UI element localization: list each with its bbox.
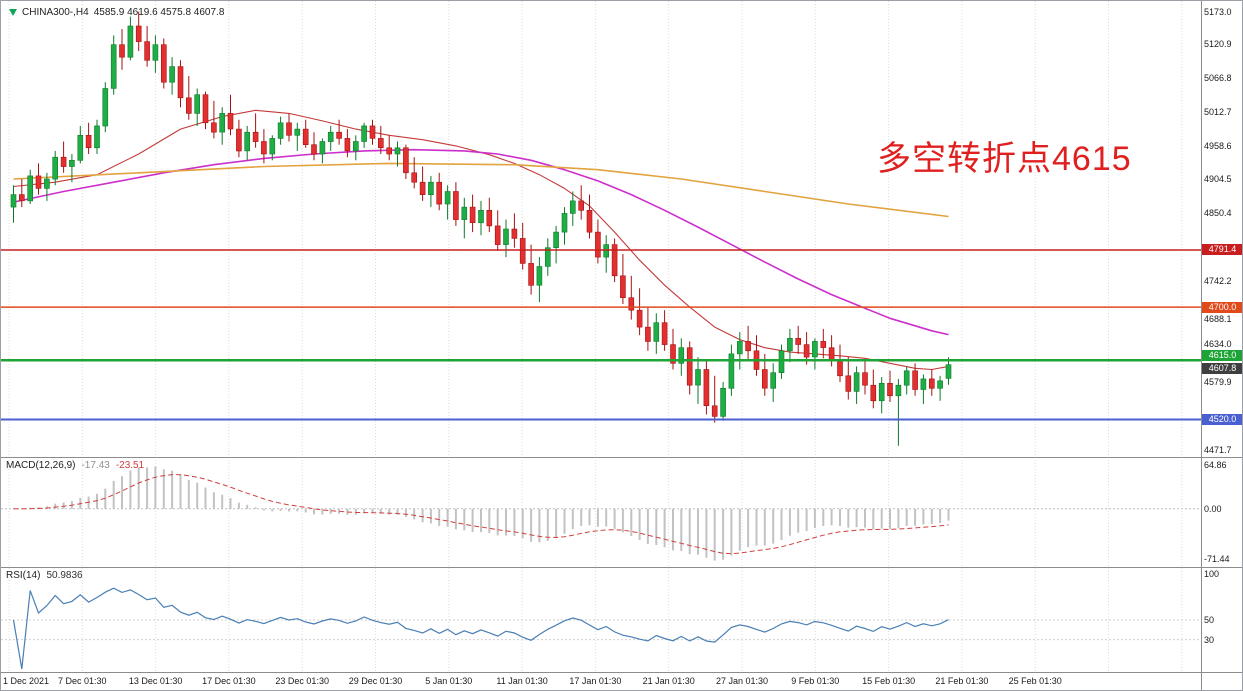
symbol-title: CHINA300-,H4 4585.9 4619.6 4575.8 4607.8 (9, 7, 224, 18)
ohlc-values: 4585.9 4619.6 4575.8 4607.8 (93, 7, 225, 18)
price-scale-label: 4471.7 (1204, 444, 1232, 455)
date-label: 29 Dec 01:30 (348, 676, 403, 686)
macd-value-signal: -23.51 (115, 460, 145, 471)
main-chart-panel[interactable] (1, 1, 1201, 457)
macd-scale-label: 64.86 (1204, 460, 1227, 470)
macd-scale-label: 0.00 (1204, 503, 1222, 514)
ma-line-slow-orange (13, 162, 949, 218)
date-label: 1 Dec 2021 (3, 676, 50, 686)
price-scale-label: 4958.6 (1204, 140, 1232, 151)
price-scale-label: 4850.4 (1204, 208, 1232, 219)
price-scale-label: 5012.7 (1204, 106, 1232, 117)
price-scale-label: 5066.8 (1204, 72, 1232, 83)
macd-panel[interactable] (1, 457, 1201, 567)
macd-scale-label: -71.44 (1204, 554, 1230, 565)
rsi-line (12, 587, 949, 670)
current-price-badge: 4607.8 (1202, 363, 1242, 375)
date-label: 17 Jan 01:30 (569, 676, 622, 686)
hline-badge-4791.4[interactable]: 4791.4 (1202, 244, 1242, 256)
rsi-scale-label: 100 (1204, 569, 1220, 579)
date-label: 23 Dec 01:30 (275, 676, 329, 686)
date-label: 27 Jan 01:30 (715, 676, 769, 686)
macd-label-row: MACD(12,26,9) -17.43 -23.51 (6, 460, 144, 471)
rsi-scale-label: 30 (1204, 634, 1215, 645)
date-label: 21 Jan 01:30 (642, 676, 695, 686)
date-label: 15 Feb 01:30 (862, 676, 916, 686)
price-scale-label: 4688.1 (1204, 313, 1232, 324)
date-label: 7 Dec 01:30 (58, 676, 107, 686)
date-label: 25 Feb 01:30 (1008, 676, 1062, 686)
date-label: 21 Feb 01:30 (935, 676, 989, 686)
annotation-text[interactable]: 多空转折点4615 (877, 140, 1132, 178)
date-label: 13 Dec 01:30 (128, 676, 183, 686)
rsi-name: RSI(14) (6, 570, 41, 581)
rsi-label-row: RSI(14) 50.9836 (6, 570, 83, 581)
price-scale-label: 4634.0 (1204, 338, 1232, 349)
ma-line-medium-magenta (13, 148, 949, 336)
rsi-value: 50.9836 (46, 570, 83, 581)
hline-badge-4520.0[interactable]: 4520.0 (1202, 414, 1242, 426)
macd-value-main: -17.43 (81, 460, 110, 471)
date-label: 5 Jan 01:30 (425, 676, 473, 686)
macd-name: MACD(12,26,9) (6, 460, 76, 471)
symbol-marker-icon[interactable] (9, 9, 17, 16)
date-label: 11 Jan 01:30 (496, 676, 548, 686)
price-scale-label: 4904.5 (1204, 174, 1232, 185)
hline-badge-4700.0[interactable]: 4700.0 (1202, 301, 1242, 313)
rsi-panel[interactable] (1, 567, 1201, 672)
price-scale-label: 5120.9 (1204, 39, 1232, 50)
macd-signal-line (13, 474, 949, 555)
price-scale-label: 4742.2 (1204, 275, 1232, 286)
price-scale-label: 5173.0 (1204, 6, 1232, 17)
rsi-scale-label: 50 (1204, 615, 1215, 625)
price-scale-label: 4579.9 (1204, 377, 1232, 388)
symbol-timeframe: CHINA300-,H4 (22, 7, 89, 18)
date-label: 9 Feb 01:30 (791, 676, 840, 686)
hline-badge-4615.0[interactable]: 4615.0 (1202, 349, 1242, 361)
date-label: 17 Dec 01:30 (202, 676, 256, 686)
